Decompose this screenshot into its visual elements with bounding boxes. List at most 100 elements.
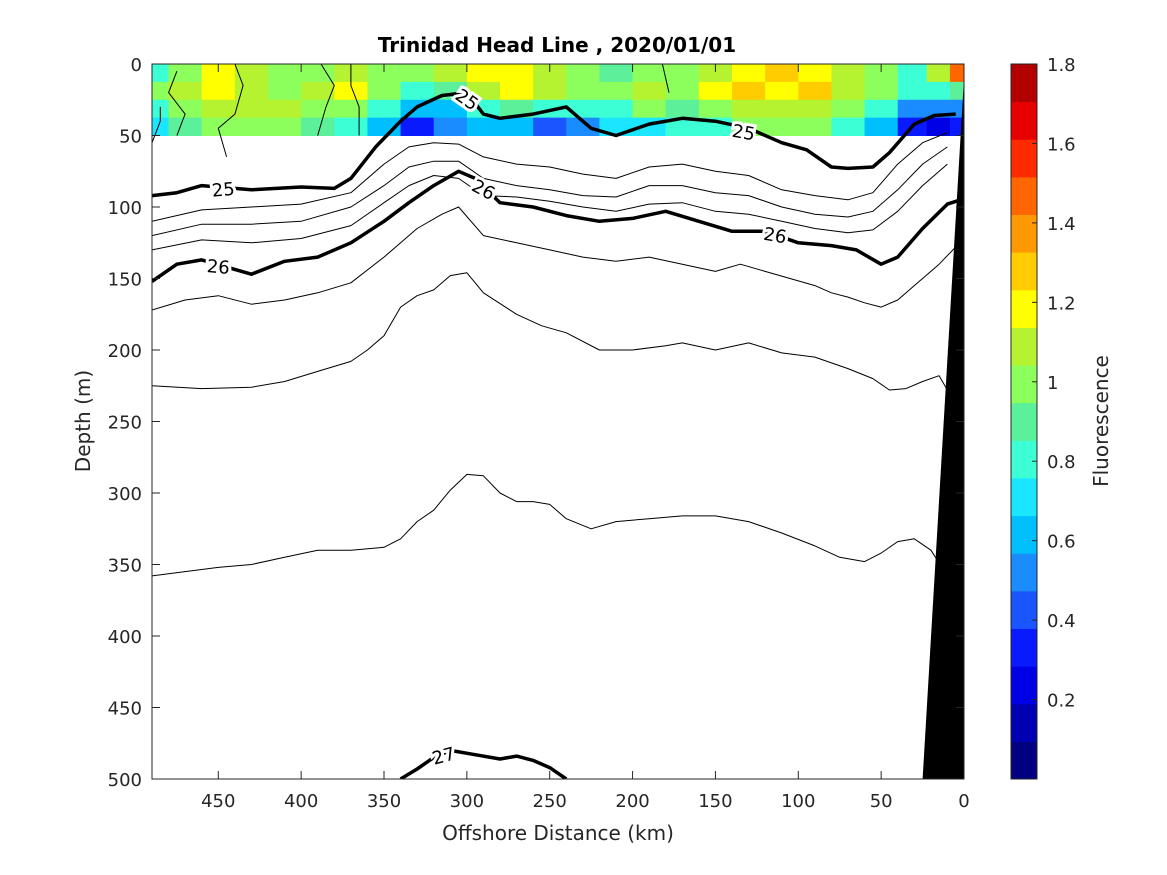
seafloor-bathymetry	[922, 78, 964, 779]
colorbar-swatch	[1011, 402, 1037, 441]
fluorescence-cell	[268, 81, 302, 101]
fluorescence-cell	[234, 117, 269, 136]
fluorescence-cell	[168, 99, 203, 119]
fluorescence-cell	[698, 81, 733, 101]
fluorescence-cell	[268, 64, 302, 83]
fluorescence-cell	[500, 117, 534, 136]
fluorescence-cell	[831, 117, 866, 136]
fluorescence-cell	[765, 64, 799, 83]
colorbar-tick-label: 0.4	[1047, 611, 1076, 632]
fluorescence-cell	[665, 81, 700, 101]
fluorescence-cell	[433, 117, 468, 136]
fluorescence-cell	[152, 64, 170, 83]
colorbar-swatch	[1011, 703, 1037, 742]
colorbar-label: Fluorescence	[1089, 355, 1113, 487]
y-tick-label: 450	[108, 699, 142, 720]
fluorescence-cell	[698, 99, 733, 119]
x-tick-label: 350	[367, 791, 401, 812]
colorbar-tick-label: 1.2	[1047, 293, 1076, 314]
fluorescence-cell	[533, 81, 567, 101]
colorbar-swatch	[1011, 553, 1037, 592]
fluorescence-cell	[301, 64, 335, 83]
colorbar-swatch	[1011, 139, 1037, 178]
y-tick-label: 300	[108, 484, 142, 505]
fluorescence-cell	[599, 99, 634, 119]
colorbar-tick-label: 1	[1047, 373, 1058, 394]
colorbar-swatch	[1011, 252, 1037, 291]
fluorescence-cell	[433, 64, 468, 83]
colorbar-swatch	[1011, 365, 1037, 404]
fluorescence-cell	[334, 81, 369, 101]
fluorescence-cell	[466, 64, 501, 83]
x-tick-label: 100	[781, 791, 815, 812]
colorbar-tick-label: 0.6	[1047, 532, 1076, 553]
fluorescence-cell	[831, 99, 866, 119]
fluorescence-cell	[765, 117, 799, 136]
y-tick-label: 150	[108, 270, 142, 291]
colorbar-swatch	[1011, 590, 1037, 629]
density-contour	[152, 473, 948, 577]
fluorescence-cell	[599, 81, 634, 101]
fluorescence-cell	[949, 64, 964, 83]
fluorescence-cell	[897, 81, 928, 101]
chart-title: Trinidad Head Line , 2020/01/01	[378, 33, 736, 57]
fluorescence-cell	[665, 117, 700, 136]
fluorescence-cell	[632, 81, 667, 101]
contour-label: 25	[211, 179, 236, 202]
x-axis-label: Offshore Distance (km)	[442, 821, 674, 845]
fluorescence-cell	[665, 99, 700, 119]
fluorescence-cell	[897, 99, 928, 119]
colorbar-tick-label: 1.6	[1047, 134, 1076, 155]
colorbar-swatch	[1011, 628, 1037, 667]
fluorescence-cell	[367, 64, 402, 83]
fluorescence-cell	[400, 81, 435, 101]
fluorescence-cell	[798, 81, 833, 101]
colorbar-swatch	[1011, 666, 1037, 705]
fluorescence-cell	[798, 99, 833, 119]
colorbar-tick-label: 1.8	[1047, 55, 1076, 76]
fluorescence-cell	[864, 99, 899, 119]
y-tick-label: 350	[108, 556, 142, 577]
colorbar-swatch	[1011, 289, 1037, 328]
colorbar-tick-label: 0.2	[1047, 691, 1076, 712]
colorbar-swatch	[1011, 440, 1037, 479]
x-tick-label: 150	[698, 791, 732, 812]
fluorescence-cell	[367, 99, 402, 119]
colorbar-tick-label: 0.8	[1047, 452, 1076, 473]
fluorescence-cell	[599, 64, 634, 83]
density-contour	[350, 64, 360, 136]
isopycnal-27-contour	[399, 748, 568, 779]
density-contour	[152, 206, 957, 311]
fluorescence-cell	[367, 81, 402, 101]
fluorescence-cell	[301, 81, 335, 101]
colorbar: 0.2 0.4 0.6 0.8 1 1.2 1.4 1.6 1.8	[1010, 55, 1076, 780]
colorbar-swatch	[1011, 741, 1037, 780]
x-tick-label: 200	[615, 791, 649, 812]
fluorescence-cell	[433, 99, 468, 119]
contour-label: 26	[762, 224, 788, 249]
fluorescence-cell	[926, 117, 951, 136]
fluorescence-cell	[400, 117, 435, 136]
colorbar-swatch	[1011, 327, 1037, 366]
y-tick-label: 400	[108, 627, 142, 648]
colorbar-swatch	[1011, 214, 1037, 253]
fluorescence-cell	[732, 81, 766, 101]
y-tick-label: 100	[108, 198, 142, 219]
fluorescence-cell	[732, 99, 766, 119]
fluorescence-cell	[949, 117, 964, 136]
contour-lines	[152, 64, 962, 779]
fluorescence-cell	[864, 81, 899, 101]
fluorescence-cell	[926, 64, 951, 83]
fluorescence-cell	[201, 64, 236, 83]
density-contour	[661, 64, 670, 93]
x-tick-label: 0	[958, 791, 969, 812]
colorbar-swatch	[1011, 515, 1037, 554]
fluorescence-cell	[168, 64, 203, 83]
density-contour	[217, 64, 244, 158]
y-axis-label: Depth (m)	[71, 370, 95, 472]
isopycnal-26-contour	[152, 169, 962, 283]
colorbar-swatch	[1011, 64, 1037, 103]
fluorescence-cell	[268, 117, 302, 136]
y-tick-label: 250	[108, 413, 142, 434]
